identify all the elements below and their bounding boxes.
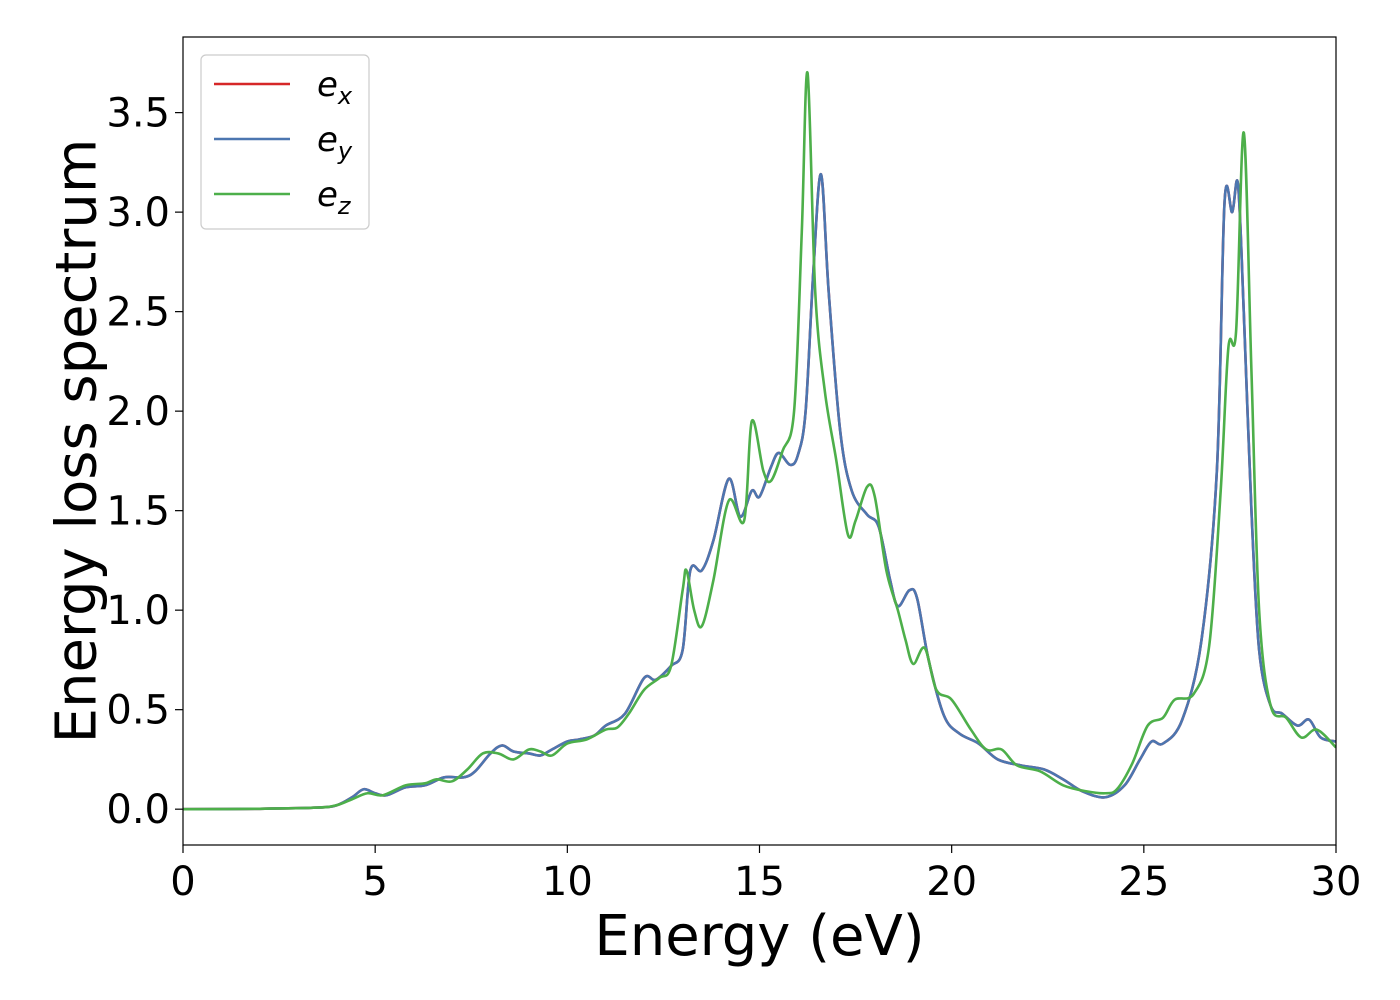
legend-box [200, 54, 370, 230]
series-layer [183, 71, 1336, 811]
x-tick-label: 5 [362, 859, 387, 905]
legend-label: ex [317, 65, 353, 110]
y-tick-label: 2.5 [106, 290, 170, 336]
x-tick-label: 30 [1311, 859, 1362, 905]
x-tick-label: 10 [542, 859, 593, 905]
x-tick-label: 20 [926, 859, 977, 905]
y-tick-label: 3.5 [106, 91, 170, 137]
x-axis: 0 5 10 15 20 25 30 [170, 845, 1361, 905]
x-tick-label: 25 [1118, 859, 1169, 905]
y-tick-label: 3.0 [106, 190, 170, 236]
legend-label: ey [317, 120, 353, 165]
legend-label-main: e [317, 65, 338, 105]
y-axis: 0.0 0.5 1.0 1.5 2.0 2.5 3.0 3.5 [106, 91, 183, 833]
legend-label-sub: y [337, 137, 353, 165]
x-tick-label: 0 [170, 859, 195, 905]
y-tick-label: 0.5 [106, 688, 170, 734]
y-tick-label: 1.5 [106, 489, 170, 535]
series-line-ey [183, 173, 1336, 811]
legend-label-sub: x [337, 82, 353, 110]
y-tick-label: 0.0 [106, 787, 170, 833]
y-tick-label: 2.0 [106, 389, 170, 435]
legend-label-main: e [317, 175, 338, 215]
series-line-ez [183, 71, 1336, 811]
y-tick-label: 1.0 [106, 588, 170, 634]
y-axis-title: Energy loss spectrum [45, 139, 110, 744]
legend-label-sub: z [337, 192, 352, 220]
x-axis-title: Energy (eV) [594, 904, 924, 969]
legend-label: ez [317, 175, 352, 220]
x-tick-label: 15 [734, 859, 785, 905]
legend-label-main: e [317, 120, 338, 160]
